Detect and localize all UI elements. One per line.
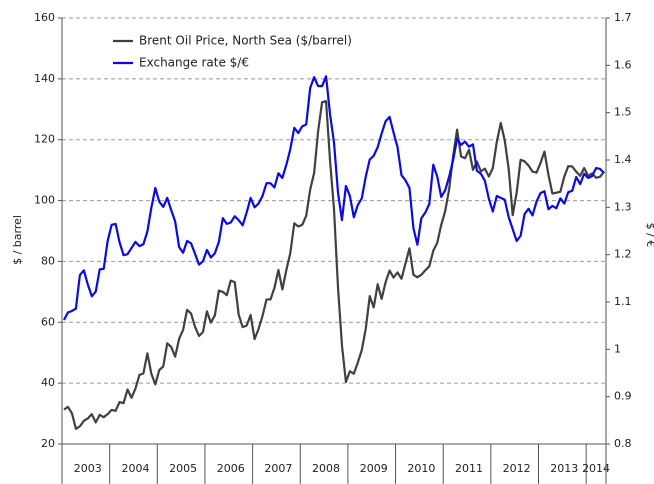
y2-tick-label: 0.8 (614, 437, 632, 450)
y2-tick-label: 0.9 (614, 390, 632, 403)
x-tick-label: 2008 (312, 462, 340, 475)
legend-bg (111, 32, 361, 50)
y2-tick-label: 1.7 (614, 11, 632, 24)
x-tick-label: 2014 (582, 462, 610, 475)
x-tick-label: 2006 (217, 462, 245, 475)
series-line (63, 99, 605, 430)
y2-tick-label: 1.1 (614, 295, 632, 308)
x-tick-label: 2009 (360, 462, 388, 475)
y-tick-label: 160 (34, 11, 55, 24)
y2-tick-label: 1.4 (614, 153, 632, 166)
y-tick-label: 20 (41, 437, 55, 450)
y-axis-title: $ / barrel (11, 215, 24, 265)
x-tick-label: 2003 (74, 462, 102, 475)
y-tick-label: 140 (34, 72, 55, 85)
y2-tick-label: 1.2 (614, 248, 632, 261)
x-tick-label: 2005 (169, 462, 197, 475)
x-tick-label: 2004 (121, 462, 149, 475)
y2-tick-label: 1.3 (614, 200, 632, 213)
y-tick-label: 80 (41, 254, 55, 267)
x-tick-label: 2012 (503, 462, 531, 475)
x-tick-label: 2010 (407, 462, 435, 475)
legend-label: Exchange rate $/€ (139, 56, 249, 70)
legend-bg (111, 54, 361, 72)
y-tick-label: 60 (41, 315, 55, 328)
y2-axis-title: $ / € (644, 223, 654, 248)
x-tick-label: 2007 (264, 462, 292, 475)
y2-tick-label: 1.6 (614, 58, 632, 71)
x-tick-label: 2011 (455, 462, 483, 475)
x-tick-label: 2013 (550, 462, 578, 475)
y2-tick-label: 1 (614, 342, 621, 355)
y-tick-label: 100 (34, 194, 55, 207)
legend-label: Brent Oil Price, North Sea ($/barrel) (139, 34, 352, 48)
y-tick-label: 40 (41, 376, 55, 389)
series-line (63, 75, 605, 321)
y2-tick-label: 1.5 (614, 106, 632, 119)
y-tick-label: 120 (34, 133, 55, 146)
